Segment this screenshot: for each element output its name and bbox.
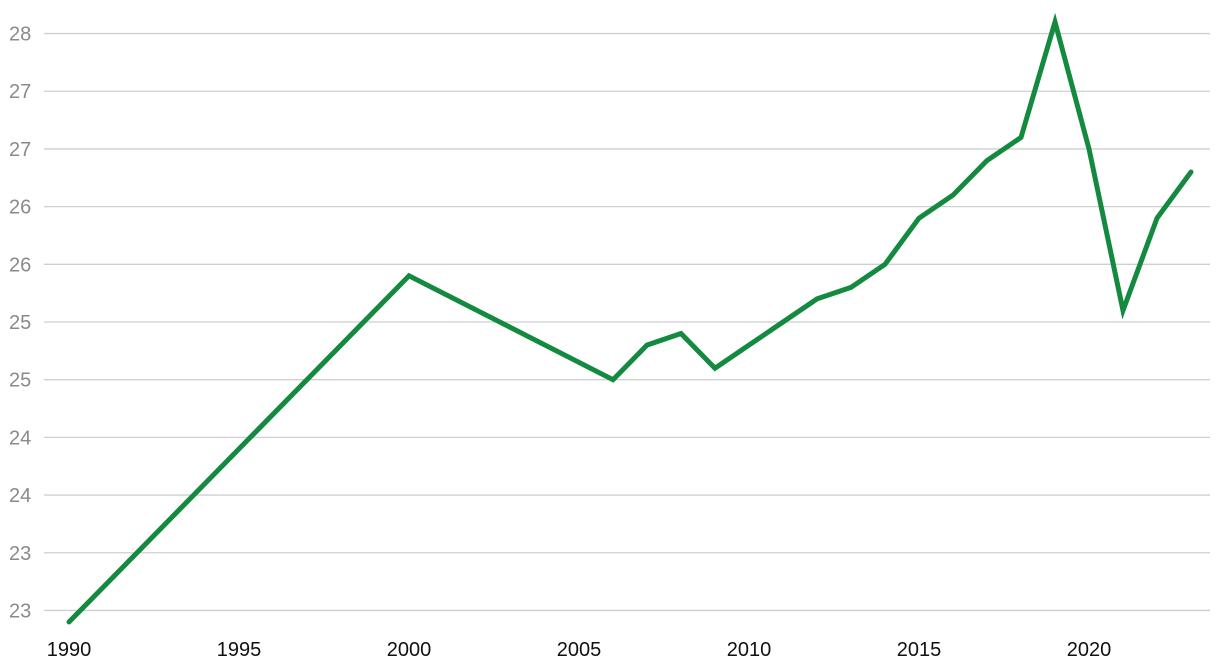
x-tick-label: 2020 (1067, 639, 1112, 661)
y-tick-label: 26 (9, 254, 31, 276)
x-tick-label: 1995 (217, 639, 262, 661)
y-tick-label: 27 (9, 81, 31, 103)
y-tick-label: 24 (9, 485, 31, 507)
x-tick-label: 2000 (387, 639, 432, 661)
x-tick-label: 2010 (727, 639, 772, 661)
y-tick-label: 26 (9, 197, 31, 219)
y-tick-label: 27 (9, 139, 31, 161)
y-tick-label: 28 (9, 24, 31, 46)
y-tick-label: 25 (9, 312, 31, 334)
y-tick-label: 23 (9, 600, 31, 622)
x-tick-label: 2005 (557, 639, 602, 661)
gridlines (44, 32, 1210, 612)
series-line-0 (66, 12, 1194, 625)
y-tick-label: 23 (9, 543, 31, 565)
x-axis-tick-labels: 1990 1995 2000 2005 2010 2015 2020 (47, 639, 1112, 661)
y-tick-label: 24 (9, 427, 31, 449)
x-tick-label: 2015 (897, 639, 942, 661)
y-axis-tick-labels: 23 23 24 24 25 25 26 26 27 27 28 (9, 24, 31, 623)
y-tick-label: 25 (9, 370, 31, 392)
x-tick-label: 1990 (47, 639, 92, 661)
series-lines (66, 12, 1194, 625)
